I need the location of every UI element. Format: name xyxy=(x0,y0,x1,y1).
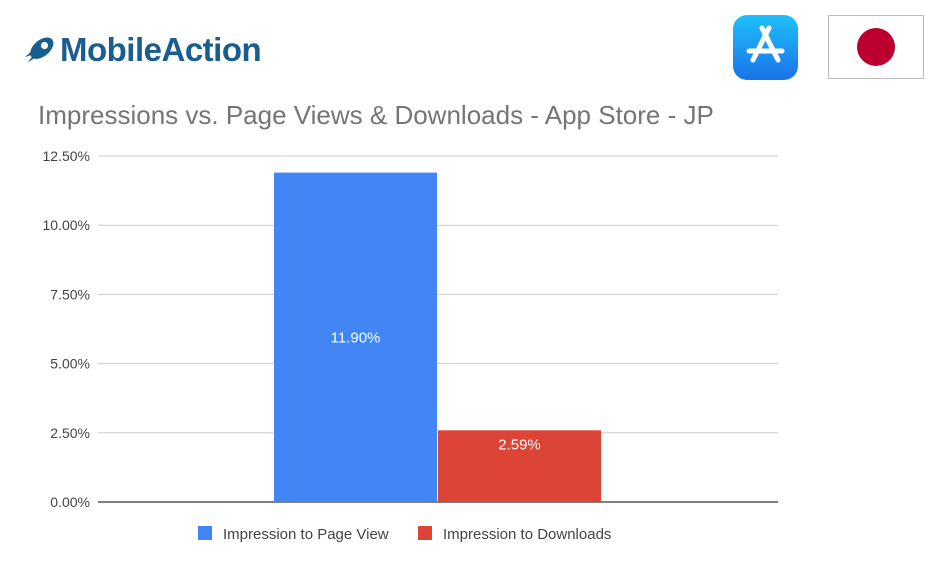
legend-swatch xyxy=(418,526,432,540)
bar xyxy=(438,430,601,502)
data-label: 11.90% xyxy=(331,329,381,346)
data-label: 2.59% xyxy=(498,436,541,453)
brand-name: MobileAction xyxy=(60,31,262,68)
rocket-logo-icon xyxy=(24,37,54,63)
mobileaction-logo: MobileAction xyxy=(22,28,262,72)
y-tick-label: 12.50% xyxy=(43,148,90,164)
y-tick-label: 2.50% xyxy=(50,425,90,441)
legend-swatch xyxy=(198,526,212,540)
y-tick-label: 5.00% xyxy=(50,356,90,372)
flag-sun xyxy=(857,28,895,66)
y-tick-label: 7.50% xyxy=(50,286,90,302)
bar xyxy=(274,172,437,502)
legend-label: Impression to Page View xyxy=(223,526,389,543)
legend-label: Impression to Downloads xyxy=(443,526,611,543)
chart-title: Impressions vs. Page Views & Downloads -… xyxy=(38,100,714,130)
y-tick-label: 0.00% xyxy=(50,494,90,510)
japan-flag-icon xyxy=(828,15,924,79)
app-store-icon xyxy=(733,15,798,80)
y-tick-label: 10.00% xyxy=(43,217,90,233)
